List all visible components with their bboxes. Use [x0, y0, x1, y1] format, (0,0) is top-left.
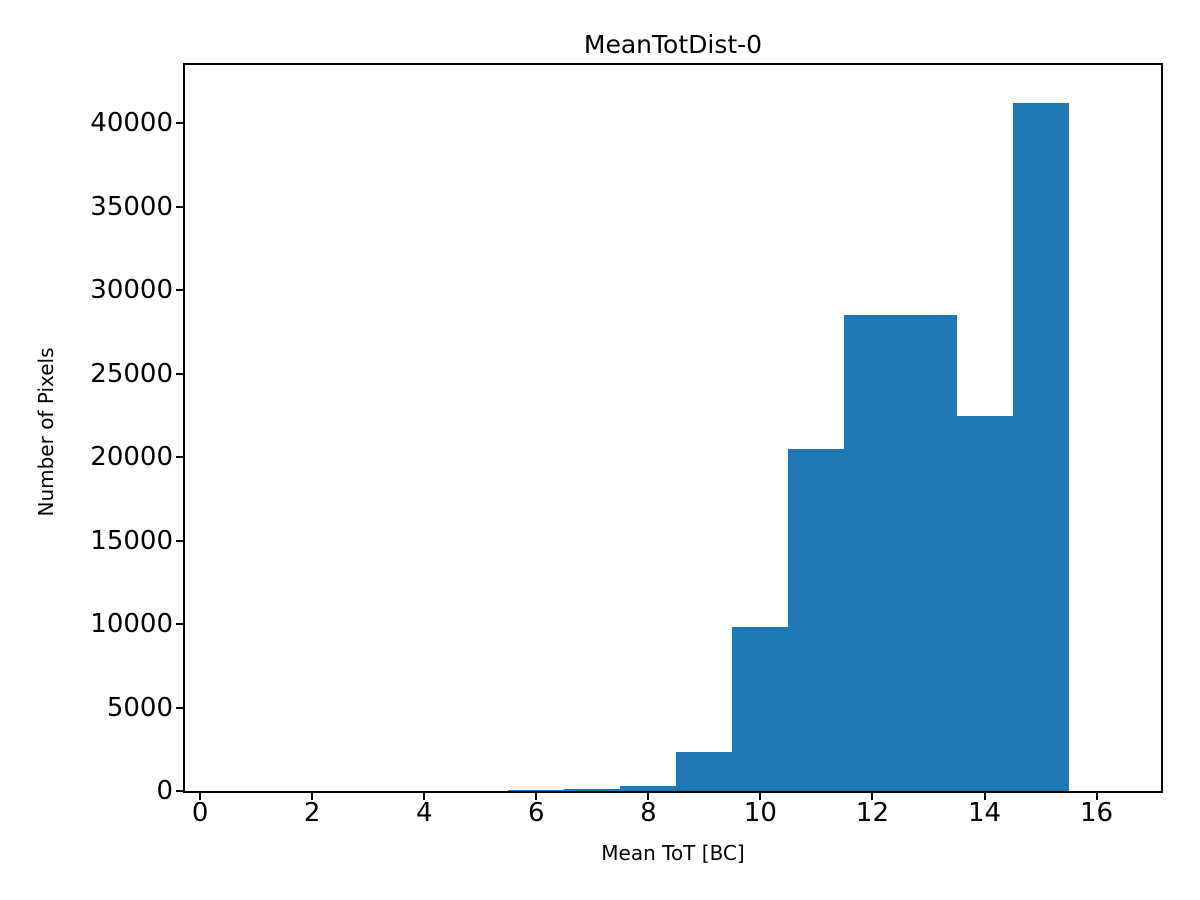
- x-tick-label: 8: [640, 798, 657, 828]
- histogram-bar: [900, 314, 958, 791]
- y-tick-label: 40000: [90, 108, 173, 139]
- chart-title: MeanTotDist-0: [583, 30, 763, 59]
- y-tick-mark: [176, 372, 183, 375]
- histogram-bar: [844, 314, 902, 791]
- x-tick-label: 16: [1080, 798, 1114, 828]
- x-tick-mark: [983, 793, 986, 800]
- y-tick-mark: [176, 623, 183, 626]
- histogram-bar: [508, 789, 565, 791]
- x-tick-mark: [759, 793, 762, 800]
- y-tick-mark: [176, 706, 183, 709]
- x-tick-label: 0: [191, 798, 209, 828]
- y-tick-mark: [176, 289, 183, 292]
- histogram-bar: [676, 751, 733, 791]
- histogram-bar: [956, 416, 1014, 791]
- y-tick-label: 30000: [90, 275, 173, 306]
- x-tick-mark: [423, 793, 426, 800]
- y-tick-mark: [176, 456, 183, 459]
- x-tick-mark: [871, 793, 874, 800]
- x-tick-label: 10: [743, 798, 777, 828]
- y-tick-label: 10000: [90, 609, 173, 640]
- x-tick-mark: [311, 793, 314, 800]
- y-axis-label: Number of Pixels: [34, 347, 58, 517]
- plot-area: 0 2 4 6 8 10 12 14 16 0 5000 10000 15000 20000 25000 30…: [90, 63, 1163, 826]
- histogram-bar: [732, 627, 789, 791]
- x-axis-label: Mean ToT [BC]: [601, 841, 745, 865]
- y-tick-mark: [176, 790, 183, 792]
- y-tick-label: 0: [156, 776, 173, 806]
- x-tick-label: 14: [967, 798, 1002, 828]
- histogram-bar: [564, 788, 621, 791]
- y-tick-label: 25000: [90, 358, 173, 389]
- y-tick-label: 5000: [106, 692, 173, 723]
- y-tick-label: 20000: [90, 442, 173, 473]
- y-tick-mark: [176, 122, 183, 125]
- x-tick-label: 4: [415, 798, 433, 828]
- y-tick-label: 35000: [90, 191, 173, 222]
- histogram-bar: [620, 786, 677, 791]
- histogram-bar: [1012, 103, 1070, 791]
- y-tick-mark: [176, 205, 183, 208]
- y-tick-mark: [176, 539, 183, 542]
- x-tick-label: 12: [855, 798, 889, 828]
- x-tick-mark: [199, 793, 202, 800]
- x-tick-label: 6: [528, 798, 545, 828]
- histogram-bar: [788, 448, 846, 791]
- x-tick-mark: [647, 793, 650, 800]
- x-tick-mark: [535, 793, 538, 800]
- x-tick-label: 2: [303, 798, 321, 828]
- y-tick-label: 15000: [90, 525, 173, 556]
- x-tick-mark: [1095, 793, 1098, 800]
